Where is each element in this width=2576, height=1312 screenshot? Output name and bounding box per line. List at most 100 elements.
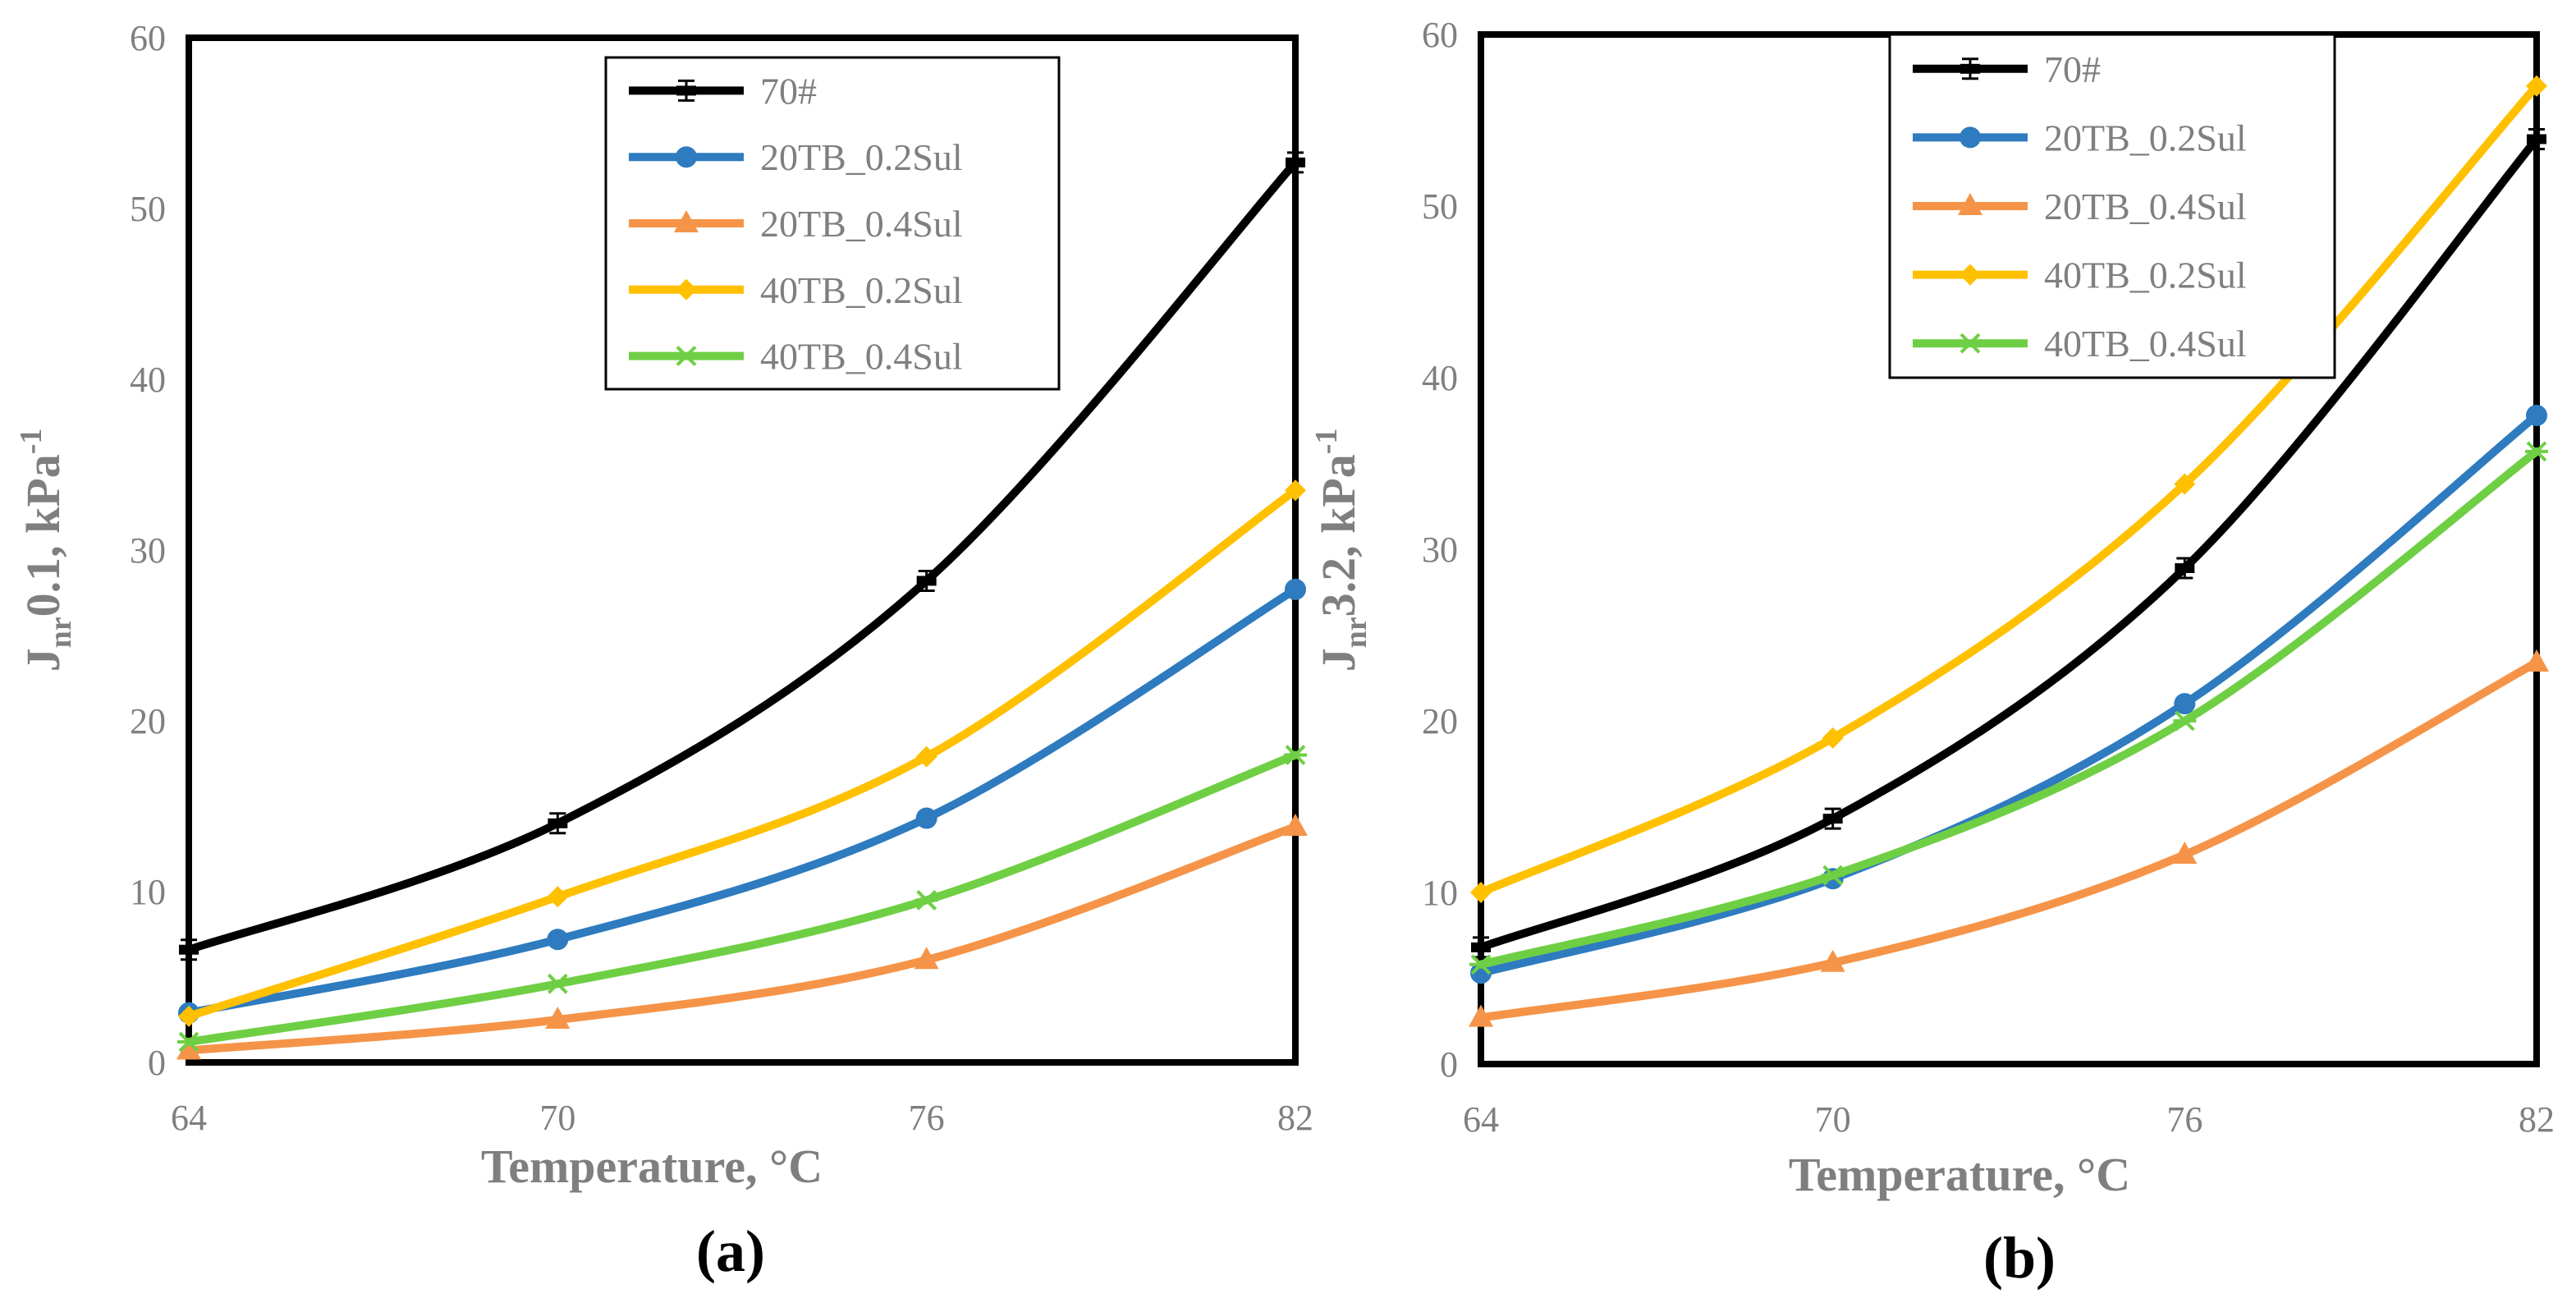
legend: 70# 20TB_0.2Sul 20TB_0.4Sul 40TB_0.2Sul 40TB…: [1888, 33, 2336, 379]
data-point: [1469, 954, 1492, 975]
y-tick-label: 30: [130, 530, 166, 571]
panel-b-chart: 0 10 20 30 40 50 60 64 70 76 82 Temperature, °C Jnr3…: [1309, 15, 2555, 1291]
x-tick-label: 82: [1277, 1098, 1313, 1138]
y-tick-label: 60: [130, 18, 166, 58]
legend-entry: 40TB_0.2Sul: [2044, 255, 2247, 296]
legend-swatch-marker: [676, 146, 697, 168]
legend-swatch-marker: [674, 210, 699, 232]
x-tick-label: 64: [171, 1098, 207, 1138]
series-line: [185, 822, 1299, 1055]
y-axis-title-subscript: nr: [44, 617, 78, 648]
series-line: [185, 750, 1299, 1047]
legend-swatch-marker: [676, 278, 697, 300]
series-line: [185, 585, 1299, 1017]
data-point: [179, 938, 199, 961]
x-tick-label: 64: [1463, 1099, 1499, 1140]
plot-frame: [186, 34, 1299, 1066]
y-tick-label: 50: [1422, 186, 1458, 227]
data-point: [1286, 151, 1305, 174]
data-point: [1821, 865, 1845, 886]
data-point: [1284, 745, 1307, 766]
legend: 70# 20TB_0.2Sul 20TB_0.4Sul 40TB_0.2Sul 40TB…: [604, 56, 1061, 391]
data-point: [2175, 557, 2195, 580]
y-axis-title: Jnr0.1, kPa-1: [14, 429, 78, 672]
series-line: [1477, 447, 2541, 969]
x-tick-label: 76: [2166, 1099, 2202, 1140]
series-line: [1477, 81, 2541, 897]
legend-entry: 20TB_0.4Sul: [760, 203, 963, 245]
x-tick-label: 70: [1815, 1099, 1851, 1140]
data-point: [914, 889, 938, 911]
y-tick-label: 10: [130, 872, 166, 912]
x-tick-label: 76: [909, 1098, 945, 1138]
y-axis-title-rest: 3.2, kPa: [1312, 454, 1365, 617]
legend-swatch-marker: [675, 346, 698, 367]
legend-swatch-marker: [1960, 264, 1981, 286]
legend-swatch-marker: [676, 79, 696, 102]
x-axis-title: Temperature, °C: [1789, 1148, 2130, 1201]
y-axis-title-main: J: [1312, 648, 1365, 672]
legend-swatch-marker: [1958, 193, 1982, 215]
data-point: [2525, 441, 2548, 462]
data-point: [1470, 882, 1492, 903]
y-tick-label: 0: [1440, 1044, 1458, 1085]
data-point: [2526, 75, 2547, 97]
legend-entry: 70#: [760, 70, 817, 112]
data-point: [914, 947, 939, 970]
y-axis-title-subscript: nr: [1339, 617, 1373, 648]
x-tick-label: 70: [539, 1098, 575, 1138]
series-line: [1477, 658, 2541, 1022]
y-tick-label: 0: [148, 1043, 166, 1083]
data-point: [915, 745, 937, 768]
data-point: [2173, 710, 2197, 732]
data-point: [2174, 693, 2196, 715]
data-point: [546, 973, 570, 994]
y-axis-title-rest: 0.1, kPa: [16, 454, 70, 617]
data-point: [178, 1005, 199, 1027]
series-line: [185, 158, 1299, 954]
legend-swatch-marker: [1960, 126, 1981, 149]
data-point: [1283, 813, 1308, 836]
y-tick-label: 30: [1422, 530, 1458, 570]
legend-entry: 20TB_0.2Sul: [2044, 117, 2247, 158]
data-point: [1285, 479, 1306, 502]
data-point: [547, 929, 569, 951]
y-tick-label: 50: [130, 189, 166, 229]
data-point: [1285, 578, 1306, 600]
data-point: [916, 569, 937, 592]
data-point: [915, 807, 937, 829]
data-point: [1469, 1004, 1493, 1027]
y-tick-label: 20: [1422, 701, 1458, 741]
panel-label: (b): [1983, 1225, 2056, 1291]
y-tick-label: 10: [1422, 873, 1458, 913]
y-tick-label: 60: [1422, 15, 1458, 55]
data-point: [1820, 949, 1845, 972]
y-axis-title-main: J: [16, 648, 70, 672]
panel-label: (a): [696, 1218, 765, 1284]
legend-swatch-marker: [1960, 57, 1980, 80]
series-line: [1477, 411, 2541, 978]
legend-entry: 40TB_0.4Sul: [760, 336, 963, 378]
x-tick-label: 82: [2519, 1099, 2555, 1140]
legend-entry: 40TB_0.4Sul: [2044, 323, 2247, 365]
data-point: [1471, 936, 1491, 959]
legend-entry: 20TB_0.2Sul: [760, 136, 963, 178]
data-point: [1822, 807, 1843, 830]
data-point: [2524, 649, 2549, 672]
panel-a-chart: 0 10 20 30 40 50 60 64 70 76 82 Temperature, °C Jnr0…: [14, 18, 1313, 1284]
x-axis-title: Temperature, °C: [481, 1140, 823, 1193]
y-axis-title-superscript: -1: [1309, 429, 1344, 455]
series-line: [1477, 135, 2541, 952]
data-point: [2526, 404, 2547, 426]
data-point: [2174, 473, 2196, 495]
y-tick-label: 20: [130, 701, 166, 741]
series-line: [185, 486, 1299, 1021]
legend-entry: 20TB_0.4Sul: [2044, 186, 2247, 227]
y-tick-label: 40: [130, 360, 166, 400]
data-point: [2527, 127, 2546, 150]
data-point: [2172, 842, 2198, 865]
y-axis-title-superscript: -1: [14, 429, 48, 455]
data-point: [548, 812, 568, 835]
y-tick-label: 40: [1422, 358, 1458, 398]
data-point: [545, 1007, 571, 1029]
